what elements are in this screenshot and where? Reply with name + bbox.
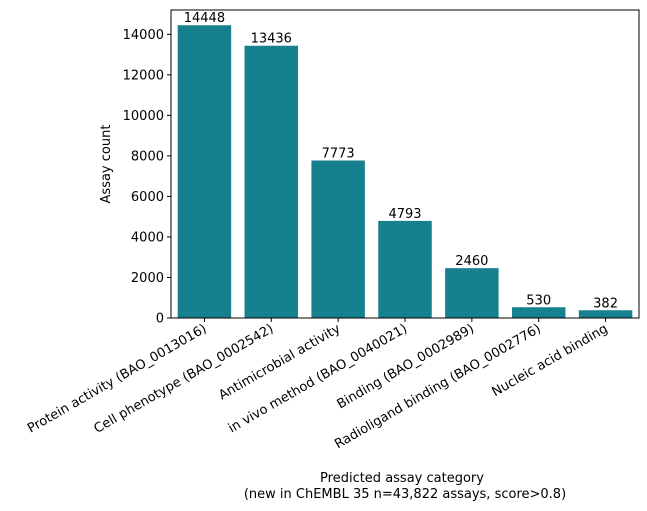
data-labels-group: 14448 13436 7773 4793 2460 530 382 [184, 11, 618, 311]
bars-group [177, 25, 633, 319]
y-tick-label: 12000 [123, 68, 164, 83]
y-tick-label: 10000 [123, 109, 164, 124]
bar [511, 307, 566, 318]
bar [445, 268, 499, 318]
bar [244, 45, 299, 319]
x-tick-label: Nucleic acid binding [489, 321, 610, 400]
bar [177, 25, 232, 319]
bar [378, 220, 432, 318]
data-label: 530 [526, 293, 551, 308]
y-tick-label: 14000 [123, 28, 164, 43]
data-label: 13436 [251, 32, 292, 47]
x-tick-label: Antimicrobial activity [216, 321, 343, 403]
y-tick-label: 2000 [131, 271, 164, 286]
bar [311, 160, 365, 318]
x-axis: Protein activity (BAO_0013016)Cell pheno… [25, 318, 611, 452]
y-axis: 0 2000 4000 6000 8000 10000 12000 14000 [123, 28, 171, 327]
data-label: 14448 [184, 11, 225, 26]
x-axis-label: Predicted assay category [320, 471, 484, 486]
y-tick-label: 8000 [131, 149, 164, 164]
data-label: 7773 [322, 146, 355, 161]
y-tick-label: 4000 [131, 230, 164, 245]
x-axis-sublabel: (new in ChEMBL 35 n=43,822 assays, score… [244, 487, 566, 502]
data-label: 4793 [388, 207, 421, 222]
data-label: 382 [593, 296, 618, 311]
y-tick-label: 6000 [131, 190, 164, 205]
plot-frame [170, 9, 640, 319]
data-label: 2460 [455, 254, 488, 269]
y-axis-label: Assay count [99, 125, 114, 204]
y-tick-label: 0 [156, 312, 164, 327]
bar [578, 310, 633, 318]
